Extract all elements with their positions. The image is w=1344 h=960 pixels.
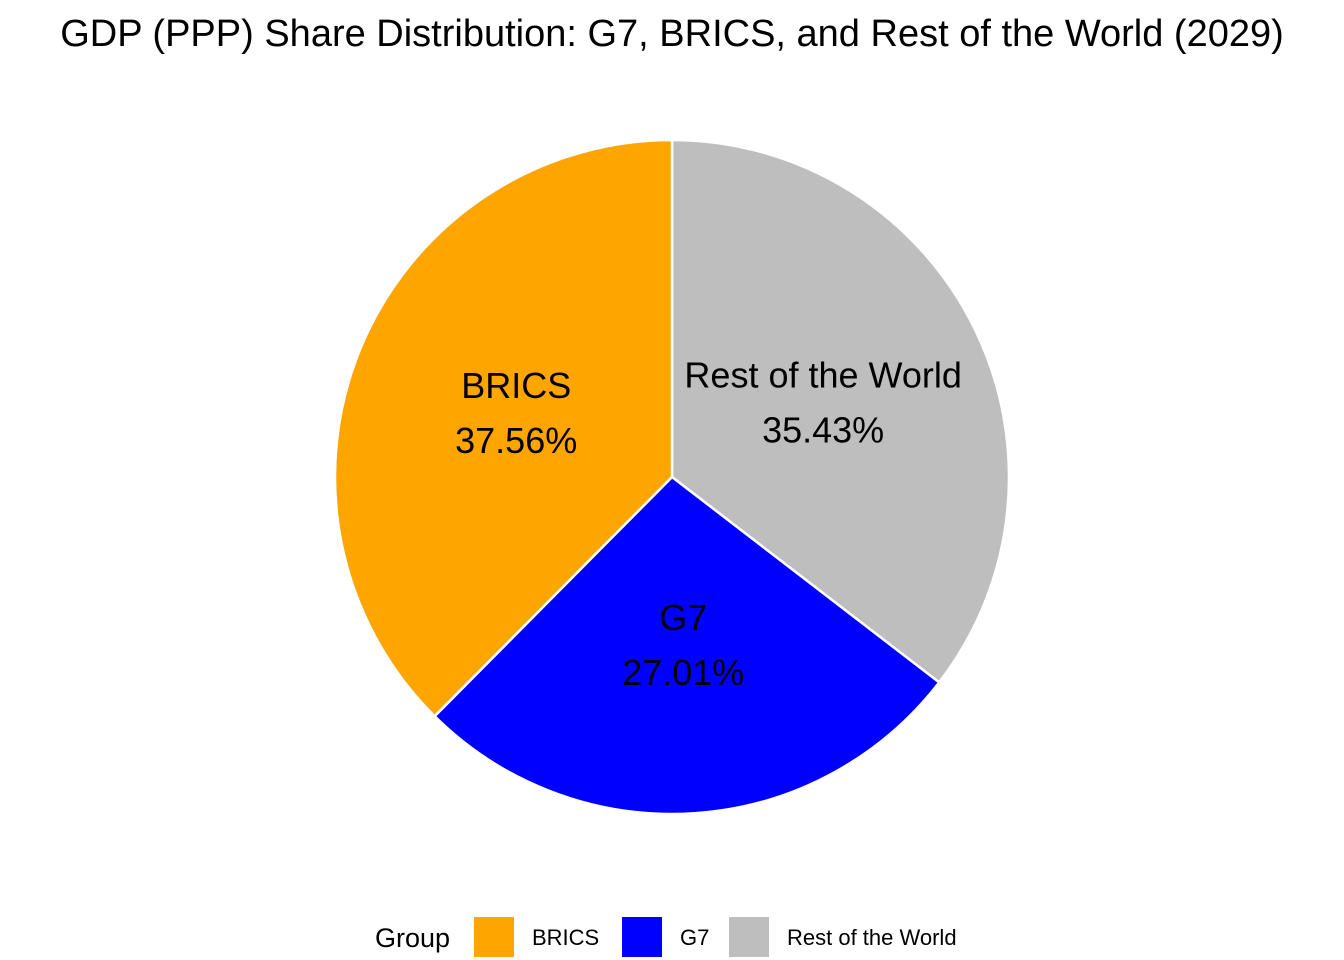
legend-swatch-rest-of-the-world — [729, 917, 769, 957]
legend-label: BRICS — [532, 925, 599, 950]
legend-label: G7 — [680, 925, 709, 950]
legend-swatch-brics — [474, 917, 514, 957]
pie-slice-rest-of-the-world — [670, 138, 1011, 685]
slice-name-label: BRICS — [461, 365, 571, 406]
pie-slices — [333, 138, 1011, 816]
slice-name-label: G7 — [659, 597, 707, 638]
slice-value-label: 35.43% — [762, 410, 884, 451]
pie-slice-g7 — [432, 475, 941, 816]
pie-slice-brics — [333, 138, 674, 718]
pie-slice-labels: Rest of the World 35.43% G7 27.01% BRICS 37.5… — [455, 355, 962, 694]
legend-title: Group — [375, 923, 450, 953]
legend-swatch-g7 — [622, 917, 662, 957]
slice-value-label: 27.01% — [622, 652, 744, 693]
legend-label: Rest of the World — [787, 925, 957, 950]
slice-value-label: 37.56% — [455, 420, 577, 461]
chart-title: GDP (PPP) Share Distribution: G7, BRICS,… — [60, 13, 1284, 55]
slice-name-label: Rest of the World — [684, 355, 961, 396]
legend: Group BRICS G7 Rest of the World — [375, 917, 957, 957]
